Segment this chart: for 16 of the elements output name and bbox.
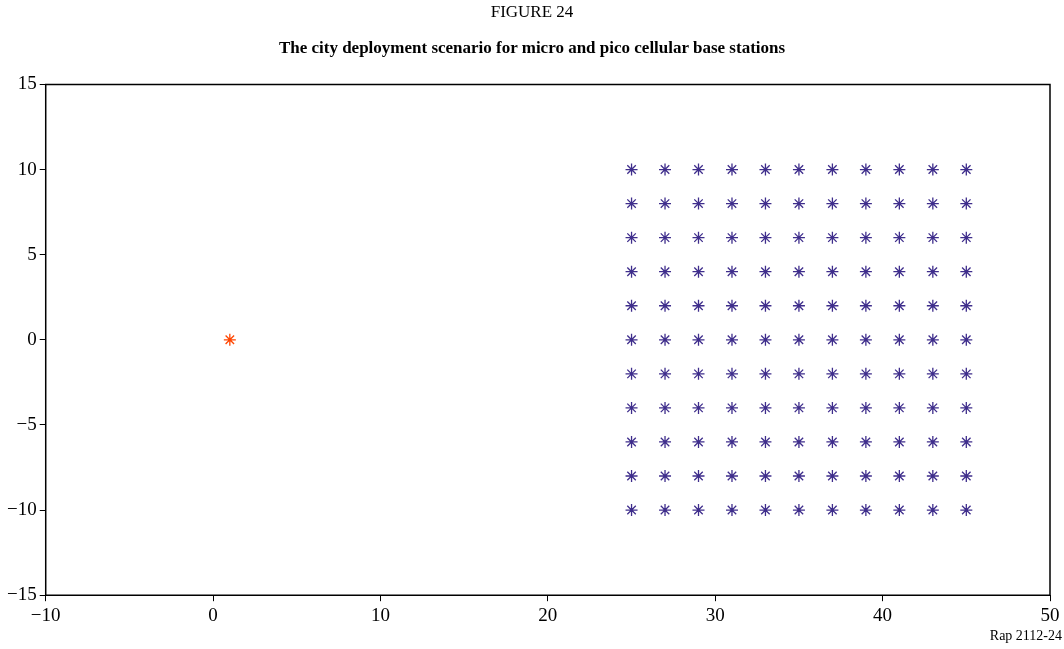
y-tick-label: 10 [17, 157, 37, 179]
chart-title: FIGURE 24 [489, 2, 575, 22]
y-tick-label: −10 [7, 498, 37, 520]
x-tick-label: 20 [538, 603, 558, 625]
x-tick-label: 30 [705, 603, 725, 625]
x-tick-label: 40 [873, 603, 893, 625]
text: Rap 2112-24 [989, 628, 1062, 644]
y-tick-label: 5 [27, 242, 37, 264]
y-tick-label: −5 [16, 412, 37, 434]
y-tick-label: 15 [17, 72, 37, 94]
chart-subtitle: The city deployment scenario for micro and pico cellular base stations [277, 38, 787, 58]
x-tick-label: 0 [208, 603, 218, 625]
y-tick-label: 0 [27, 327, 37, 349]
x-tick-label: 50 [1040, 603, 1060, 625]
y-tick-label: −15 [7, 583, 37, 605]
x-tick-label: 10 [370, 603, 390, 625]
